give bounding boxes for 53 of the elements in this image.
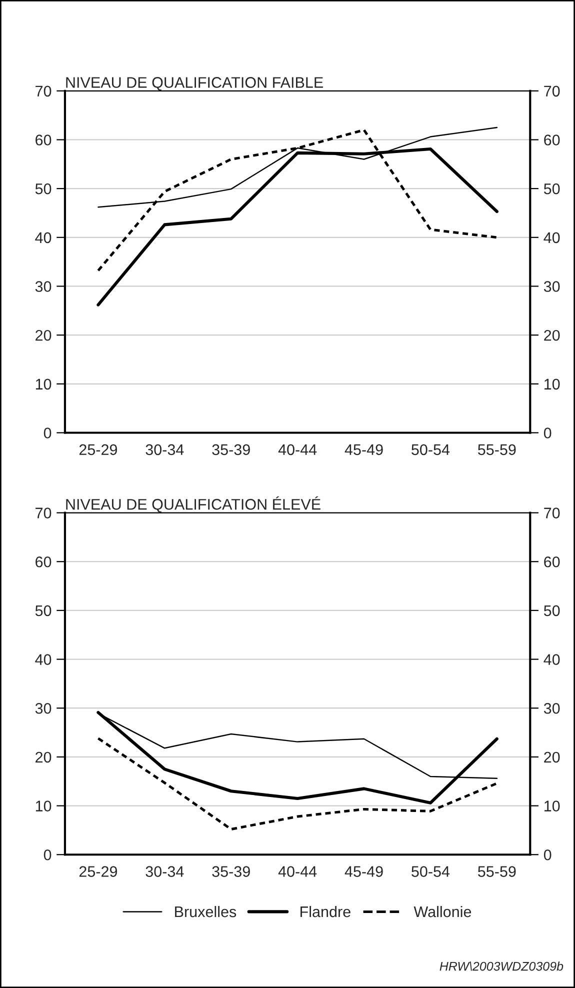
chart-title: NIVEAU DE QUALIFICATION ÉLEVÉ [66,496,320,512]
chart-title: NIVEAU DE QUALIFICATION FAIBLE [66,77,323,91]
y2-tick-label: 60 [544,134,560,146]
y2-tick-label: 0 [544,428,552,438]
y-tick-label: 0 [44,849,52,860]
x-tick-label: 45-49 [344,444,383,456]
text: HRW\2003WDZ0309b [440,962,564,971]
y-tick-label: 60 [36,134,52,146]
y-tick-label: 20 [36,330,52,341]
y-tick-label: 70 [36,508,52,518]
y2-tick-label: 50 [544,183,560,194]
y-tick-label: 10 [36,800,52,812]
x-tick-label: 30-34 [146,444,184,456]
x-tick-label: 45-49 [344,866,383,877]
y-tick-label: 50 [35,605,52,616]
y-tick-label: 50 [35,183,52,194]
x-tick-label: 35-39 [212,866,250,877]
legend-label: Flandre [300,906,350,918]
y-tick-label: 40 [35,232,52,244]
line-series [96,737,498,830]
x-tick-label: 35-39 [212,444,250,456]
legend-label: Wallonie [414,906,472,918]
y2-tick-label: 30 [544,702,560,714]
x-tick-label: 30-34 [146,866,184,877]
y-tick-label: 70 [36,86,52,97]
y2-tick-label: 50 [544,605,560,616]
y2-tick-label: 70 [544,508,560,518]
y2-tick-label: 20 [544,330,560,341]
y2-tick-label: 70 [544,86,560,97]
y2-tick-label: 40 [544,654,560,665]
x-tick-label: 50-54 [412,866,450,877]
x-tick-label: 55-59 [478,444,516,456]
y2-tick-label: 10 [544,800,560,812]
y-tick-label: 0 [44,428,52,438]
y-tick-label: 10 [36,378,52,390]
x-tick-label: 55-59 [478,866,516,877]
x-tick-label: 50-54 [412,444,450,456]
y-tick-label: 60 [36,556,52,568]
y-tick-label: 20 [36,752,52,763]
x-tick-label: 25-29 [79,444,118,456]
y2-tick-label: 30 [544,281,560,292]
legend-label: Bruxelles [175,906,236,918]
y2-tick-label: 60 [544,556,560,568]
y-tick-label: 30 [35,702,52,714]
y2-tick-label: 40 [544,232,560,244]
y-tick-label: 30 [35,281,52,292]
x-tick-label: 25-29 [79,866,118,877]
x-tick-label: 40-44 [278,866,317,877]
y2-tick-label: 20 [544,752,560,763]
y2-tick-label: 0 [544,849,552,860]
y-tick-label: 40 [35,654,52,665]
x-tick-label: 40-44 [278,444,317,456]
y2-tick-label: 10 [544,378,560,390]
